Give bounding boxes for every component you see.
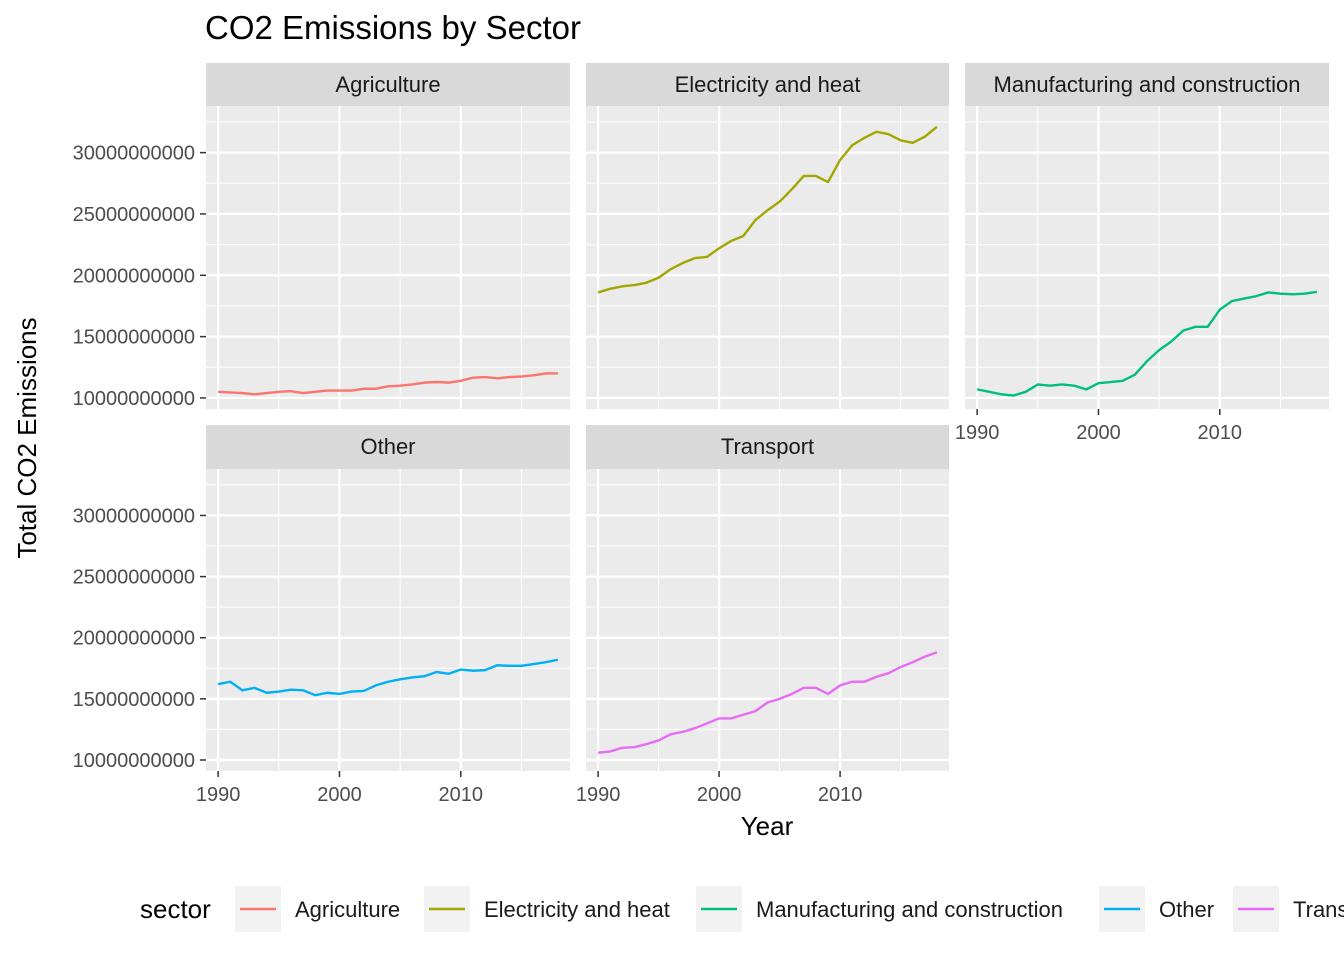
panel-background-other <box>206 469 570 771</box>
strip-label-electricity-and-heat: Electricity and heat <box>675 72 861 97</box>
panel-background-electricity-and-heat <box>586 106 949 409</box>
series-line-transport <box>597 651 938 754</box>
y-tick-label: 30000000000 <box>73 143 195 165</box>
x-tick-label: 1990 <box>196 784 241 806</box>
legend-item-electricity-and-heat: Electricity and heat <box>424 886 670 932</box>
panel-background-manufacturing-and-construction <box>965 106 1329 409</box>
y-tick-label: 20000000000 <box>73 628 195 650</box>
strip-electricity-and-heat <box>586 63 949 106</box>
strip-transport <box>586 425 949 469</box>
strip-other <box>206 425 570 469</box>
x-tick-label: 1990 <box>576 784 621 806</box>
legend-label: Agriculture <box>295 897 400 922</box>
strip-label-transport: Transport <box>721 434 814 459</box>
facet-electricity-and-heat: Electricity and heat <box>586 63 949 409</box>
facet-panels: Agriculture 10000000000 15000000000 2000000… <box>73 63 1329 806</box>
legend-item-other: Other <box>1099 886 1214 932</box>
y-tick-label: 10000000000 <box>73 388 195 410</box>
series-line-manufacturing-and-construction <box>976 290 1318 397</box>
facet-transport: Transport 1990 2000 2010 <box>576 425 949 806</box>
strip-agriculture <box>206 63 570 106</box>
legend-item-manufacturing-and-construction: Manufacturing and construction <box>696 886 1063 932</box>
y-tick-label: 15000000000 <box>73 689 195 711</box>
legend: sector Agriculture Electricity and heat Ma… <box>140 886 1344 932</box>
panel-background-agriculture <box>206 106 570 409</box>
strip-label-manufacturing-and-construction: Manufacturing and construction <box>994 72 1301 97</box>
series-line-agriculture <box>218 372 558 396</box>
y-tick-label: 15000000000 <box>73 327 195 349</box>
y-axis-label: Total CO2 Emissions <box>12 317 42 558</box>
legend-label: Manufacturing and construction <box>756 897 1063 922</box>
x-tick-label: 1990 <box>955 422 1000 444</box>
y-tick-label: 30000000000 <box>73 505 195 527</box>
y-tick-label: 25000000000 <box>73 567 195 589</box>
facet-agriculture: Agriculture 10000000000 15000000000 2000000… <box>73 63 570 410</box>
panel-background-transport <box>586 469 949 771</box>
facet-other: Other 10000000000 15000000000 20000000000 25… <box>73 425 570 806</box>
x-axis-label: Year <box>741 811 794 841</box>
x-tick-label: 2000 <box>317 784 362 806</box>
strip-label-other: Other <box>360 434 415 459</box>
legend-item-agriculture: Agriculture <box>235 886 400 932</box>
legend-label: Transport <box>1293 897 1344 922</box>
series-line-electricity-and-heat <box>597 125 938 294</box>
x-tick-label: 2010 <box>1198 422 1243 444</box>
facet-manufacturing-and-construction: Manufacturing and construction 1990 2000 20… <box>955 63 1329 444</box>
series-line-other <box>217 658 559 697</box>
legend-label: Electricity and heat <box>484 897 670 922</box>
chart-title: CO2 Emissions by Sector <box>205 9 581 46</box>
x-tick-label: 2000 <box>1076 422 1121 444</box>
strip-manufacturing-and-construction <box>965 63 1329 106</box>
y-tick-label: 20000000000 <box>73 265 195 287</box>
x-tick-label: 2010 <box>818 784 863 806</box>
legend-item-transport: Transport <box>1233 886 1344 932</box>
x-tick-label: 2010 <box>439 784 484 806</box>
legend-label: Other <box>1159 897 1214 922</box>
y-tick-label: 25000000000 <box>73 204 195 226</box>
strip-label-agriculture: Agriculture <box>335 72 440 97</box>
y-tick-label: 10000000000 <box>73 750 195 772</box>
legend-title: sector <box>140 894 211 924</box>
x-tick-label: 2000 <box>697 784 742 806</box>
